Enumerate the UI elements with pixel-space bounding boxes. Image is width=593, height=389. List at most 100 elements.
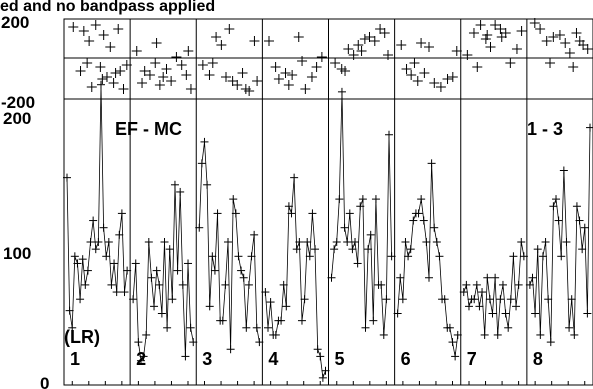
top-point-79: [435, 82, 446, 92]
series-1-point-20: [115, 230, 124, 239]
series-2-point-19: [178, 280, 187, 289]
top-point-55: [311, 62, 322, 72]
series-1-point-0: [63, 173, 71, 182]
series-8-point-12: [557, 252, 566, 261]
series-8-point-2: [531, 309, 540, 318]
series-5-point-22: [385, 130, 394, 139]
series-3-point-17: [239, 273, 248, 282]
series-6-point-1: [396, 273, 405, 282]
top-point-80: [442, 74, 453, 84]
series-3-point-19: [244, 280, 253, 289]
series-8-point-8: [546, 338, 555, 347]
series-8-point-21: [580, 223, 589, 232]
series-2-point-7: [147, 273, 156, 282]
top-column-dividers: [129, 19, 528, 99]
series-1-point-5: [76, 295, 85, 304]
top-point-99: [529, 18, 540, 28]
series-7-point-17: [504, 323, 513, 332]
top-point-35: [211, 32, 222, 42]
series-7-point-16: [501, 309, 510, 318]
series-8-point-3: [533, 245, 542, 254]
series-2-point-8: [150, 302, 159, 311]
series-3-point-10: [221, 280, 230, 289]
top-point-85: [462, 50, 473, 60]
top-point-92: [500, 28, 511, 38]
series-5-point-8: [348, 245, 357, 254]
series-7-point-12: [491, 273, 500, 282]
panel-label: EF - MC: [115, 119, 182, 139]
series-4-point-0: [261, 288, 270, 297]
series-7-point-20: [512, 302, 521, 311]
series-4-point-17: [305, 252, 314, 261]
top-point-26: [181, 70, 192, 80]
series-7-point-2: [464, 302, 473, 311]
column-label-6: 6: [401, 349, 411, 369]
top-point-27: [185, 84, 196, 94]
series-4-point-1: [263, 323, 272, 332]
series-5-point-1: [330, 245, 339, 254]
series-1-point-18: [110, 259, 119, 268]
series-4-point-12: [292, 245, 301, 254]
series-1-point-12: [94, 238, 103, 246]
top-point-50: [280, 68, 291, 78]
top-point-69: [340, 66, 351, 76]
series-8-point-4: [536, 330, 545, 339]
series-1-point-23: [123, 266, 132, 275]
top-point-74: [406, 70, 417, 80]
series-4-point-6: [277, 316, 286, 325]
polarization-label: (LR): [64, 327, 100, 347]
series-2-point-22: [186, 323, 195, 332]
top-point-103: [554, 30, 565, 40]
series-7-point-11: [488, 309, 497, 318]
series-5-point-7: [345, 209, 354, 218]
top-point-89: [485, 42, 496, 52]
series-7-point-23: [519, 252, 528, 261]
top-point-70: [356, 46, 367, 56]
series-5-point-9: [351, 238, 360, 246]
series-5-point-13: [361, 323, 370, 332]
top-point-106: [571, 28, 582, 38]
main-column-dividers: [129, 99, 528, 385]
series-2-point-18: [176, 187, 185, 196]
top-point-6: [113, 24, 124, 34]
series-6-point-4: [404, 252, 413, 261]
top-point-33: [197, 60, 208, 70]
top-point-96: [482, 30, 493, 40]
series-2-point-4: [139, 352, 148, 361]
series-2-point-0: [129, 295, 138, 304]
top-point-38: [227, 76, 238, 86]
series-1-point-11: [91, 245, 100, 254]
top-point-40: [237, 68, 248, 78]
series-2-point-10: [155, 280, 164, 289]
top-point-54: [306, 72, 317, 82]
series-3-point-16: [237, 266, 246, 275]
top-ytick-label-max: 200: [1, 13, 29, 32]
series-2-point-6: [144, 238, 153, 246]
series-6-point-8: [414, 209, 423, 218]
top-point-52: [293, 32, 304, 42]
series-3-point-12: [226, 345, 235, 354]
series-7-point-9: [483, 273, 492, 282]
series-2-point-15: [168, 295, 177, 304]
series-6-point-21: [448, 338, 457, 347]
series-2-point-13: [163, 323, 172, 332]
top-point-37: [224, 24, 235, 34]
series-8-point-19: [575, 216, 584, 225]
top-point-58: [297, 56, 308, 66]
series-3-point-5: [208, 252, 217, 261]
top-point-19: [139, 66, 150, 76]
top-point-82: [451, 46, 462, 56]
top-point-56: [316, 52, 327, 62]
series-4-point-16: [303, 238, 312, 246]
top-point-110: [568, 62, 579, 72]
top-point-88: [480, 34, 491, 44]
series-7-point-1: [462, 280, 471, 289]
series-2-point-21: [184, 259, 193, 268]
series-8-point-20: [578, 245, 587, 254]
series-4-point-15: [300, 295, 309, 304]
top-point-20: [144, 70, 155, 80]
top-point-104: [560, 38, 571, 48]
top-point-87: [475, 20, 486, 30]
top-point-49: [273, 74, 284, 84]
